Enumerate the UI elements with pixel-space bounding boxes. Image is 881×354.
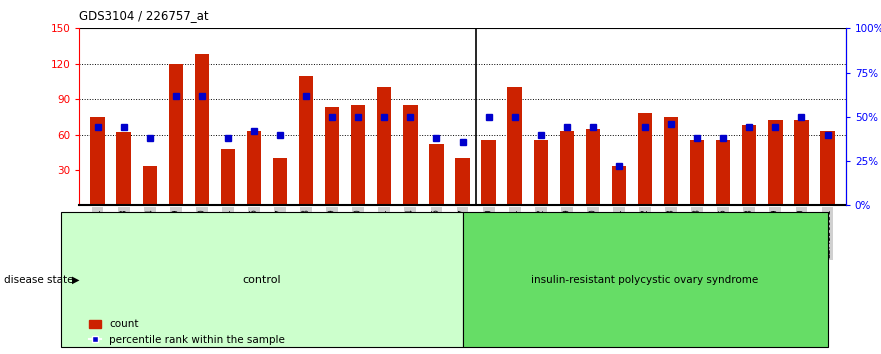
Legend: count, percentile rank within the sample: count, percentile rank within the sample [85, 315, 290, 349]
Bar [481, 141, 496, 205]
Bar [795, 120, 809, 205]
Bar [195, 54, 209, 205]
Bar [325, 107, 339, 205]
Bar [91, 117, 105, 205]
Bar [351, 105, 366, 205]
Text: control: control [242, 275, 281, 285]
Text: ▶: ▶ [72, 275, 80, 285]
Bar [273, 158, 287, 205]
Bar [143, 166, 157, 205]
Bar [534, 141, 548, 205]
Text: disease state: disease state [4, 275, 74, 285]
Bar [716, 141, 730, 205]
Bar [377, 87, 391, 205]
Text: insulin-resistant polycystic ovary syndrome: insulin-resistant polycystic ovary syndr… [531, 275, 759, 285]
Bar [611, 166, 626, 205]
Bar [768, 120, 782, 205]
Bar [507, 87, 522, 205]
Text: GDS3104 / 226757_at: GDS3104 / 226757_at [79, 9, 209, 22]
Bar [116, 132, 130, 205]
Bar [299, 75, 314, 205]
Bar [559, 131, 574, 205]
Bar [664, 117, 678, 205]
Bar [247, 131, 261, 205]
Bar [429, 144, 444, 205]
Bar [690, 141, 704, 205]
Bar [820, 131, 834, 205]
Bar [742, 125, 757, 205]
Bar [455, 158, 470, 205]
Bar [638, 113, 652, 205]
Bar [403, 105, 418, 205]
Bar [586, 129, 600, 205]
Bar [168, 64, 183, 205]
Bar [221, 149, 235, 205]
